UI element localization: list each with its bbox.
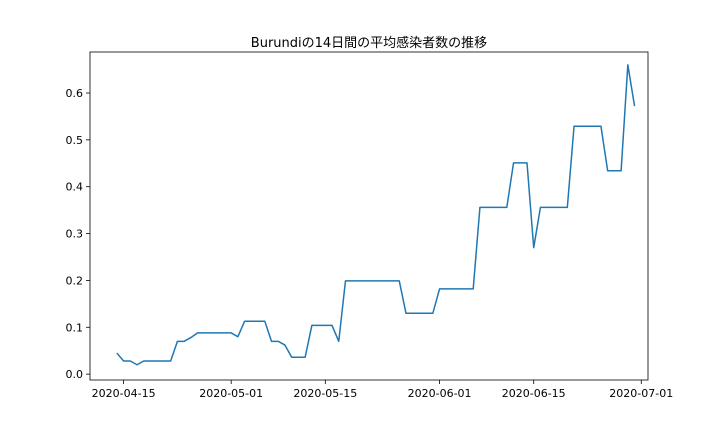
y-tick-label: 0.0 (66, 368, 84, 381)
plot-frame (89, 51, 649, 381)
x-tick-label: 2020-07-01 (609, 387, 673, 400)
x-tick-label: 2020-06-01 (408, 387, 472, 400)
y-tick-label: 0.5 (66, 134, 84, 147)
y-tick-label: 0.1 (66, 321, 84, 334)
plot-area: 0.0 0.1 0.2 0.3 0.4 0.5 0.6 2020-04-15 2020-05-0… (66, 51, 673, 400)
y-tick-label: 0.2 (66, 274, 84, 287)
y-tick-label: 0.6 (66, 87, 84, 100)
series-line (116, 64, 636, 366)
y-tick-label: 0.4 (66, 181, 84, 194)
y-tick-label: 0.3 (66, 228, 84, 241)
x-tick-label: 2020-04-15 (92, 387, 156, 400)
x-tick-label: 2020-05-01 (199, 387, 263, 400)
x-tick-label: 2020-06-15 (502, 387, 566, 400)
x-tick-label: 2020-05-15 (293, 387, 357, 400)
chart-title: Burundiの14日間の平均感染者数の推移 (251, 35, 487, 51)
